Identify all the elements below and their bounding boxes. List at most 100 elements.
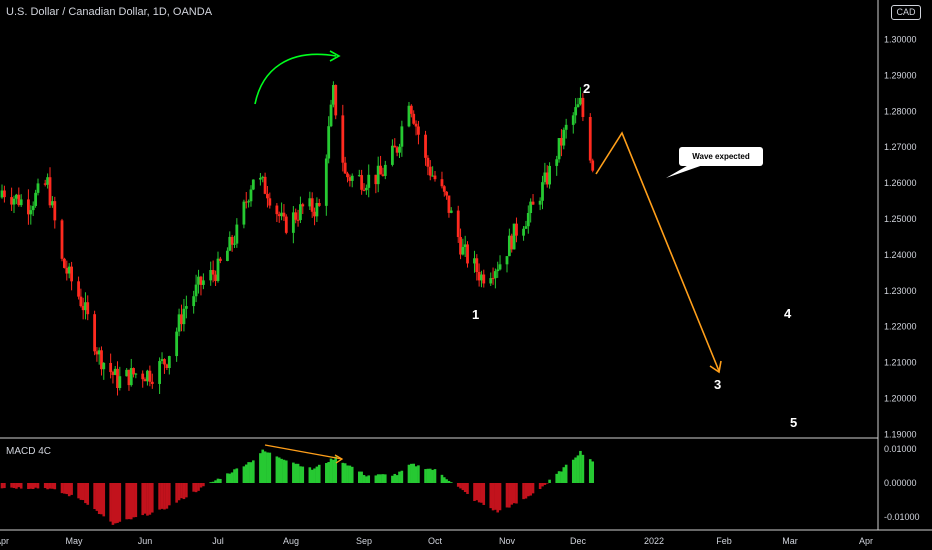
- macd-bar: [489, 483, 493, 509]
- macd-bar: [381, 474, 385, 483]
- candle: [202, 273, 205, 290]
- candle: [409, 104, 413, 118]
- macd-bar: [510, 483, 514, 505]
- macd-divergence-line[interactable]: [264, 444, 343, 460]
- macd-bar: [175, 483, 178, 503]
- wave-label-1: 1: [472, 307, 480, 322]
- candle: [459, 228, 462, 260]
- macd-bar: [230, 472, 234, 483]
- macd-bar: [317, 464, 321, 483]
- candle: [27, 189, 30, 225]
- candle: [557, 137, 561, 163]
- candlestick-series: [0, 81, 595, 396]
- macd-bar: [555, 473, 558, 483]
- candle: [192, 290, 196, 314]
- candle: [29, 205, 33, 225]
- candle: [116, 361, 119, 396]
- macd-bar: [67, 483, 71, 497]
- macd-bar: [118, 483, 122, 522]
- candle: [194, 274, 198, 303]
- macd-bar: [249, 462, 253, 483]
- macd-bar: [431, 469, 434, 483]
- time-tick: Oct: [428, 536, 443, 546]
- macd-bar: [531, 483, 535, 494]
- macd-bar: [46, 483, 49, 490]
- candle: [545, 165, 549, 188]
- macd-bar: [70, 483, 73, 495]
- candle: [226, 247, 229, 262]
- candle: [284, 214, 288, 235]
- candle: [417, 120, 420, 145]
- candle: [143, 377, 147, 382]
- macd-bar: [141, 483, 145, 516]
- candle: [564, 118, 568, 139]
- candle: [167, 355, 171, 375]
- macd-bar: [346, 465, 349, 483]
- candle: [383, 160, 387, 180]
- macd-bar: [524, 483, 528, 499]
- candle: [43, 179, 47, 187]
- candle: [493, 268, 497, 289]
- candle: [489, 272, 493, 287]
- candle: [244, 191, 248, 209]
- macd-bar: [414, 466, 418, 483]
- macd-bar: [242, 466, 246, 483]
- candle: [301, 202, 305, 215]
- macd-bar: [482, 483, 486, 505]
- macd-bar: [51, 483, 54, 489]
- macd-bar: [562, 467, 566, 483]
- candle: [461, 238, 465, 256]
- candle: [331, 81, 335, 108]
- macd-bar: [376, 474, 380, 483]
- candle: [555, 155, 559, 176]
- candle: [524, 220, 528, 230]
- candle: [84, 292, 87, 320]
- green-curved-arrow[interactable]: [254, 53, 337, 105]
- candle: [211, 260, 215, 283]
- wave-projection-line[interactable]: [595, 131, 720, 372]
- price-tick: 1.25000: [884, 214, 917, 224]
- macd-bar: [182, 483, 186, 500]
- macd-bar: [393, 473, 397, 483]
- price-tick: 1.20000: [884, 394, 917, 404]
- candle: [482, 269, 486, 288]
- macd-bar: [268, 452, 272, 483]
- drawings-layer: [254, 50, 722, 464]
- candle: [391, 139, 394, 167]
- candle: [571, 112, 575, 134]
- candle: [445, 191, 449, 200]
- time-tick: Jun: [138, 536, 153, 546]
- candle: [449, 207, 453, 214]
- price-tick: 1.21000: [884, 358, 917, 368]
- candle: [466, 241, 469, 268]
- candle: [367, 164, 371, 198]
- macd-bar: [84, 483, 87, 504]
- chart-title: U.S. Dollar / Canadian Dollar, 1D, OANDA: [6, 6, 213, 18]
- candle: [512, 223, 516, 250]
- macd-bar: [475, 483, 479, 501]
- candle: [230, 234, 234, 252]
- candle: [163, 358, 166, 374]
- candle: [348, 174, 352, 187]
- macd-bar: [77, 483, 80, 499]
- price-tick: 1.26000: [884, 178, 917, 188]
- macd-bar: [374, 475, 378, 483]
- candle: [81, 297, 85, 320]
- macd-bar: [48, 483, 52, 489]
- candle: [548, 162, 551, 189]
- price-tick: 1.23000: [884, 286, 917, 296]
- macd-bar: [461, 483, 465, 491]
- candle: [150, 373, 154, 389]
- candle: [334, 84, 338, 120]
- candle: [277, 211, 281, 223]
- candle: [341, 104, 345, 172]
- currency-badge[interactable]: CAD: [891, 5, 921, 20]
- macd-bar: [17, 483, 21, 488]
- macd-bar: [456, 483, 460, 487]
- macd-bar: [180, 483, 183, 499]
- candle: [263, 172, 267, 195]
- time-tick: 2022: [644, 536, 664, 546]
- candle: [313, 207, 316, 226]
